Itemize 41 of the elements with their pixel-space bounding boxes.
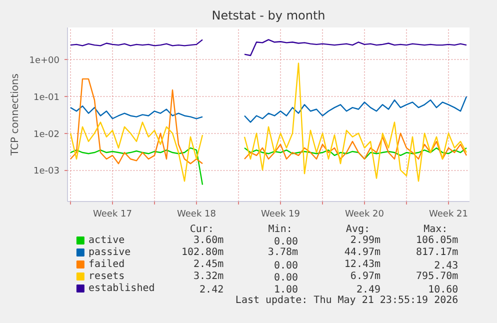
text: 102.80m [181, 247, 224, 258]
text: 2.45m [194, 259, 224, 270]
text: 2.43 [434, 260, 458, 272]
text: 2.42 [200, 284, 224, 296]
y-tick-label: 1e+00 [29, 56, 60, 66]
text: 3.78m [268, 247, 298, 258]
legend-label: established [88, 283, 155, 294]
text: Avg: [346, 224, 370, 235]
x-tick-label: Week 19 [261, 210, 300, 220]
x-tick-label: Week 17 [93, 210, 132, 220]
text: 6.97m [350, 271, 381, 282]
text: Min: [268, 224, 292, 235]
chart-title: Netstat - by month [212, 8, 326, 22]
y-tick-label: 1e-02 [34, 130, 60, 140]
text: 0.00 [274, 272, 298, 284]
x-tick-label: Week 21 [429, 210, 468, 220]
x-tick-label: Week 18 [177, 210, 216, 220]
legend-label: passive [88, 247, 131, 258]
text: 44.97m [344, 247, 381, 258]
legend-label: resets [88, 271, 125, 282]
text: 10.60 [428, 284, 458, 296]
text: 3.32m [194, 271, 224, 282]
y-tick-label: 1e-03 [34, 166, 60, 177]
y-tick-label: 1e-01 [34, 92, 60, 103]
text: 1.00 [274, 284, 298, 296]
text: 817.17m [416, 247, 458, 258]
legend-label: failed [88, 259, 125, 270]
text: 2.49 [356, 284, 381, 296]
text: Last update: Thu May 21 23:55:19 2026 [235, 295, 458, 306]
text: 0.00 [274, 260, 298, 272]
text: 0.00 [274, 236, 298, 248]
legend-label: active [88, 235, 125, 246]
text: 795.70m [416, 271, 458, 282]
y-axis-title: TCP connections [10, 73, 22, 157]
text: Cur: [190, 224, 214, 235]
text: 12.43m [344, 259, 381, 270]
text: 2.99m [350, 235, 381, 246]
text: 106.05m [416, 235, 458, 246]
x-tick-label: Week 20 [345, 210, 384, 220]
text: 3.60m [194, 235, 224, 246]
text: Max: [424, 224, 448, 235]
